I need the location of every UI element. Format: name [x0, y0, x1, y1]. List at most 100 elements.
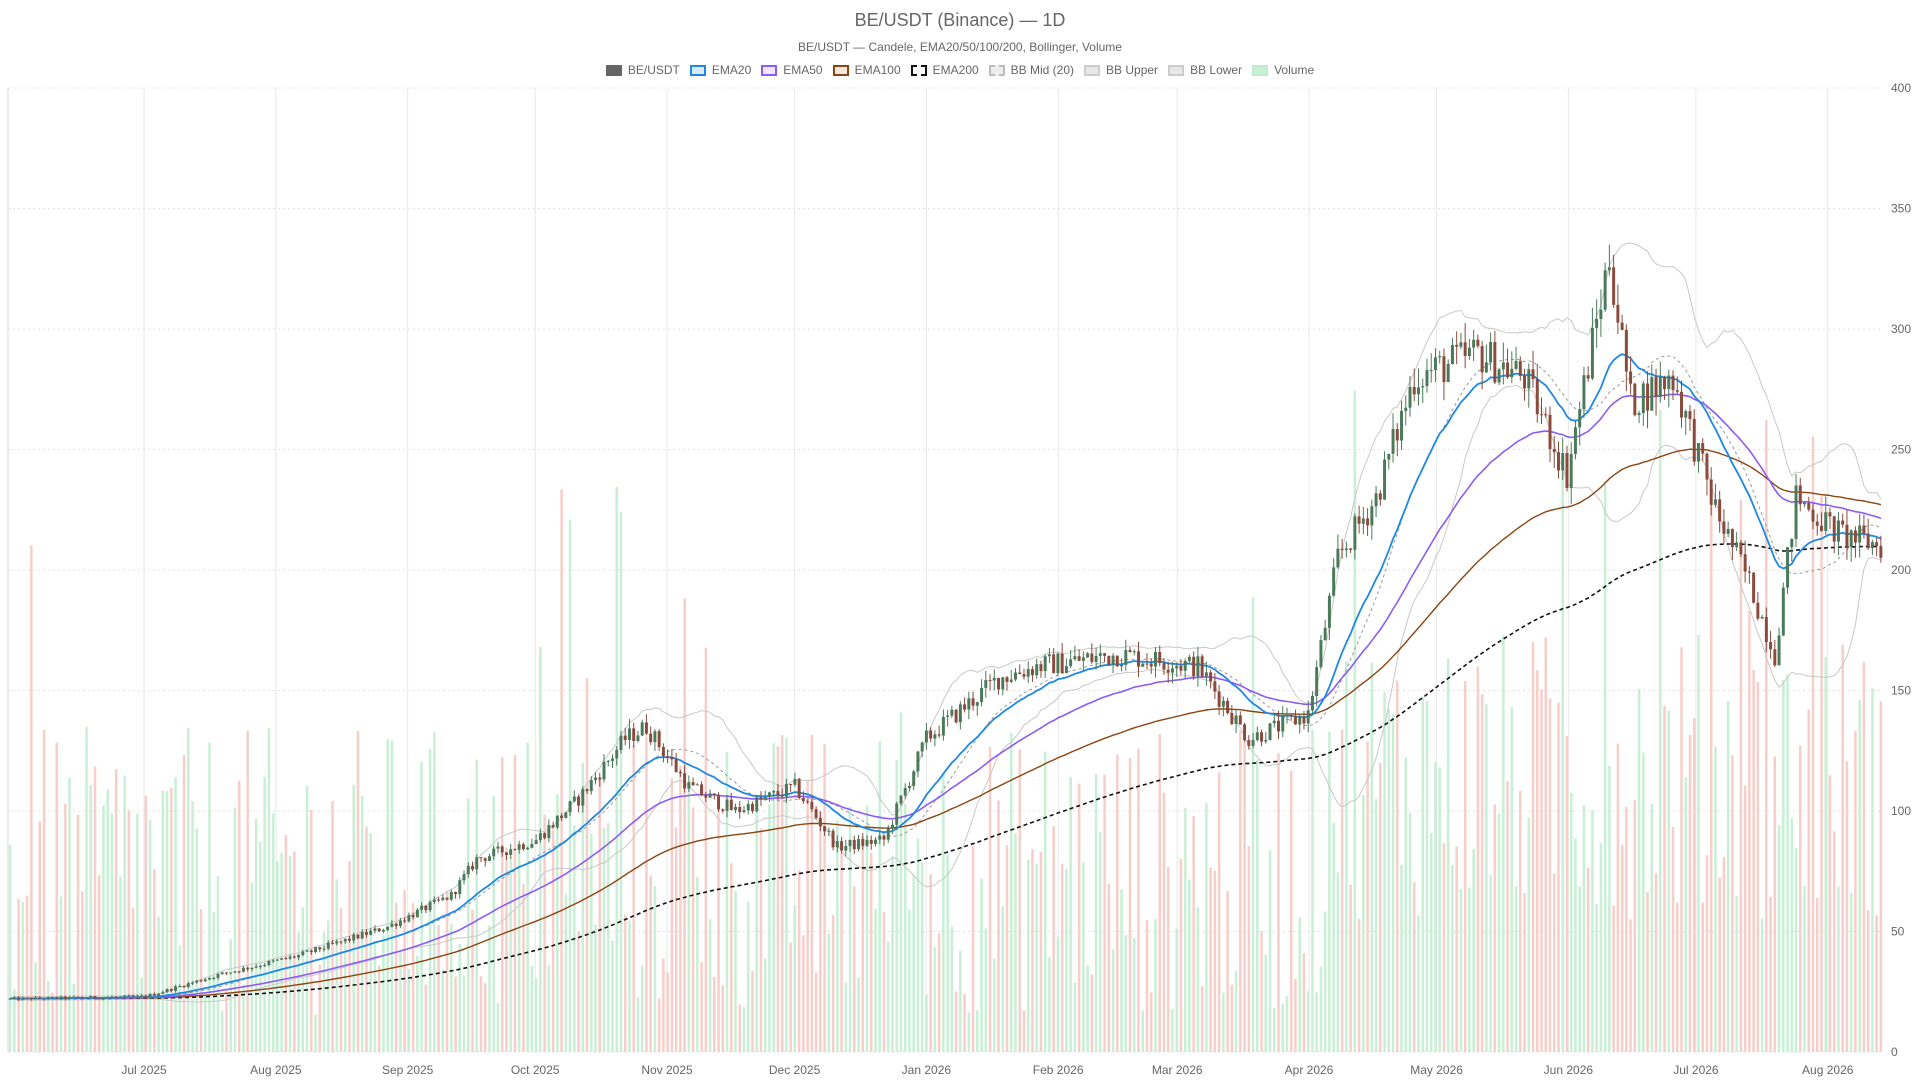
- volume-bar: [1688, 734, 1692, 1052]
- candle-body: [1544, 414, 1548, 416]
- volume-bar: [471, 909, 474, 1052]
- legend-item[interactable]: BB Upper: [1084, 63, 1158, 77]
- volume-bar: [1247, 845, 1251, 1052]
- volume-bar: [1680, 647, 1683, 1052]
- volume-bar: [1005, 845, 1009, 1052]
- candle-body: [1005, 677, 1009, 682]
- volume-bar: [857, 977, 860, 1052]
- legend-item[interactable]: Volume: [1252, 63, 1314, 77]
- volume-bar: [797, 870, 801, 1052]
- volume-bar: [148, 820, 152, 1052]
- volume-bar: [1256, 759, 1259, 1052]
- volume-bar: [1120, 889, 1123, 1052]
- candle-body: [776, 791, 780, 796]
- volume-bar: [704, 647, 708, 1052]
- volume-bar: [738, 1004, 742, 1052]
- legend-item[interactable]: EMA100: [832, 63, 901, 77]
- volume-bar: [1561, 472, 1564, 1052]
- volume-bar: [1544, 637, 1548, 1052]
- candle-body: [1722, 521, 1726, 534]
- candle-body: [415, 909, 419, 918]
- candle-body: [823, 826, 827, 832]
- volume-bar: [1726, 701, 1730, 1052]
- candle-body: [1565, 453, 1569, 489]
- candle-body: [1221, 700, 1225, 707]
- legend-item[interactable]: BB Lower: [1168, 63, 1242, 77]
- candle-body: [759, 797, 763, 800]
- candle-body: [874, 839, 877, 844]
- candle-body: [1705, 453, 1709, 480]
- volume-bar: [1400, 864, 1403, 1052]
- volume-bar: [276, 860, 279, 1052]
- volume-bar: [844, 982, 848, 1052]
- candle-body: [691, 782, 695, 786]
- volume-bar: [1472, 848, 1475, 1052]
- volume-bar: [1654, 873, 1658, 1052]
- volume-bar: [1442, 843, 1446, 1052]
- volume-bar: [1412, 882, 1416, 1052]
- volume-bar: [954, 991, 958, 1052]
- volume-bar: [908, 909, 911, 1052]
- volume-bar: [1824, 656, 1828, 1052]
- legend-item[interactable]: BB Mid (20): [988, 63, 1074, 77]
- volume-bar: [1459, 888, 1463, 1052]
- volume-bar: [1871, 688, 1874, 1052]
- legend-item[interactable]: EMA200: [910, 63, 979, 77]
- candle-body: [878, 835, 882, 840]
- candle-body: [1192, 656, 1196, 677]
- candle-body: [1803, 502, 1807, 505]
- volume-bar: [106, 789, 109, 1052]
- candle-body: [534, 840, 538, 845]
- candle-body: [68, 996, 71, 999]
- volume-bar: [386, 739, 389, 1052]
- volume-bar: [1540, 689, 1543, 1052]
- volume-bar: [679, 766, 682, 1052]
- candle-body: [509, 849, 513, 855]
- candle-body: [1209, 672, 1213, 682]
- legend-item[interactable]: BE/USDT: [605, 63, 680, 77]
- candle-body: [1841, 520, 1845, 525]
- candle-body: [1137, 651, 1140, 667]
- legend-label: EMA20: [711, 63, 752, 77]
- candle-body: [326, 942, 330, 949]
- volume-bar: [1557, 702, 1560, 1052]
- candle-body: [1633, 383, 1637, 416]
- volume-bar: [280, 852, 283, 1052]
- candle-body: [712, 793, 716, 795]
- candle-body: [1039, 664, 1043, 672]
- y-tick-label: 150: [1891, 684, 1911, 698]
- bb-mid-line: [10, 355, 1882, 1000]
- candle-body: [1302, 716, 1306, 724]
- candle-body: [1120, 664, 1124, 667]
- volume-bar: [1128, 758, 1132, 1052]
- candle-body: [1455, 344, 1459, 347]
- volume-bar: [1849, 892, 1853, 1052]
- candle-body: [581, 789, 585, 806]
- candle-body: [135, 995, 139, 997]
- volume-bar: [976, 1010, 979, 1052]
- volume-bar: [399, 950, 402, 1052]
- volume-bar: [1332, 823, 1335, 1052]
- candle-body: [661, 746, 665, 757]
- x-tick-label: May 2026: [1410, 1063, 1463, 1077]
- candle-body: [110, 996, 114, 998]
- volume-bar: [1149, 992, 1153, 1052]
- candle-body: [1319, 640, 1323, 668]
- volume-bar: [853, 886, 856, 1052]
- volume-bar: [1357, 918, 1361, 1052]
- candle-body: [72, 996, 76, 998]
- volume-bar: [110, 813, 114, 1052]
- ema200-line: [10, 543, 1881, 1000]
- legend-swatch: [761, 64, 778, 76]
- volume-bar: [1820, 496, 1823, 1053]
- legend-item[interactable]: EMA20: [689, 63, 752, 77]
- volume-bar: [1845, 761, 1849, 1052]
- candle-body: [314, 947, 318, 953]
- legend-item[interactable]: EMA50: [761, 63, 823, 77]
- candle-body: [411, 915, 415, 918]
- volume-bar: [1192, 815, 1195, 1052]
- volume-bar: [657, 998, 661, 1052]
- candle-body: [144, 995, 148, 998]
- candle-body: [619, 735, 623, 750]
- candle-body: [118, 996, 122, 998]
